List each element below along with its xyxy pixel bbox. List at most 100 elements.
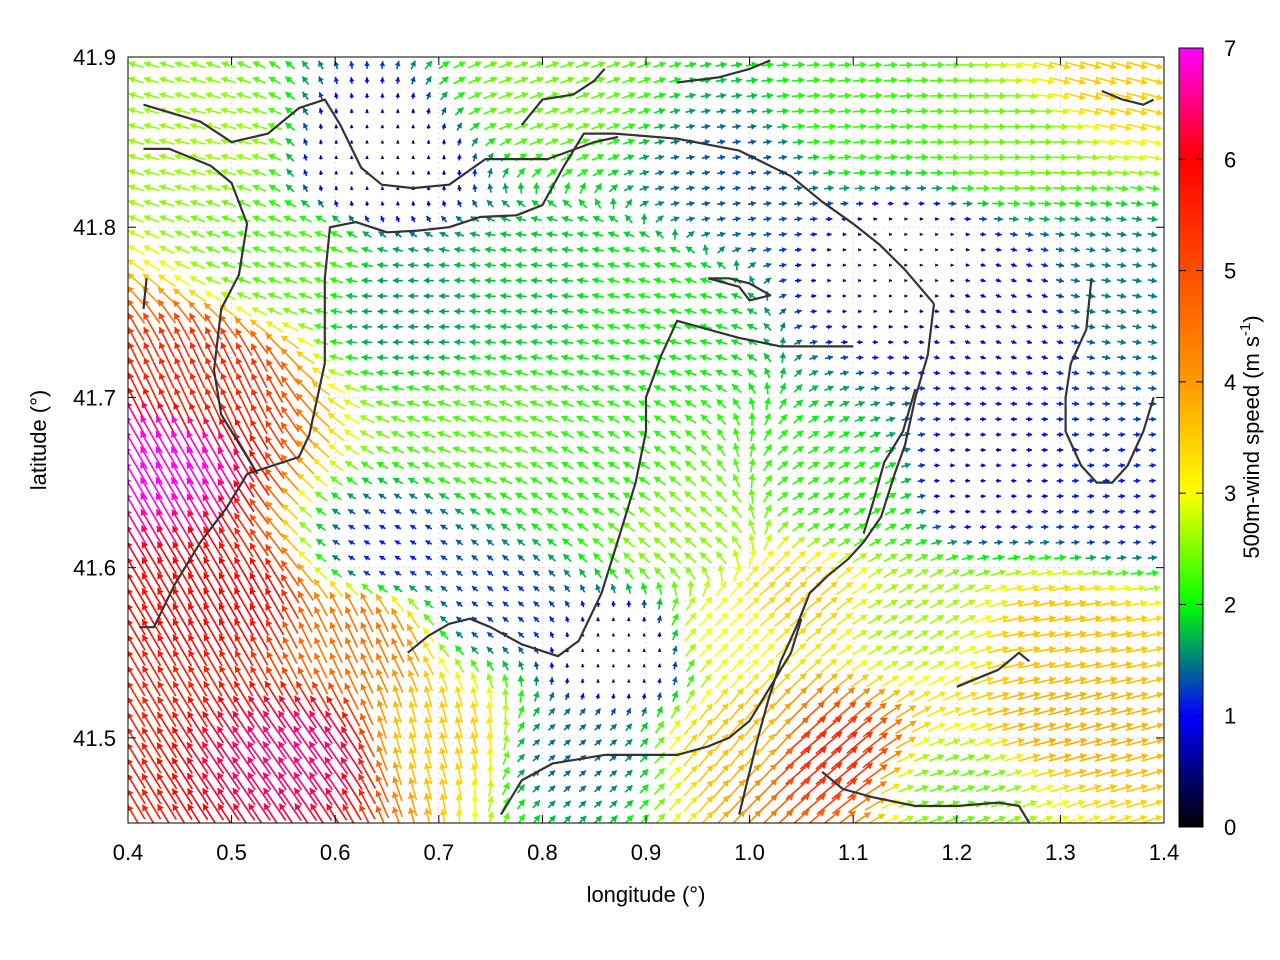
wind-vector-head bbox=[484, 292, 491, 300]
wind-vector bbox=[438, 292, 450, 300]
wind-vector bbox=[606, 91, 621, 100]
wind-vector-head bbox=[1139, 154, 1146, 162]
wind-vector bbox=[189, 122, 206, 130]
wind-vector-head bbox=[311, 381, 319, 389]
wind-vector bbox=[975, 92, 991, 100]
wind-vector bbox=[591, 277, 605, 285]
wind-vector bbox=[484, 338, 496, 346]
wind-vector bbox=[361, 338, 373, 346]
wind-vector-head bbox=[904, 339, 909, 345]
wind-vector-head bbox=[598, 107, 605, 115]
wind-vector-head bbox=[827, 263, 831, 268]
wind-vector-head bbox=[395, 93, 401, 98]
wind-vector bbox=[730, 338, 743, 346]
wind-vector bbox=[950, 278, 954, 283]
wind-vector bbox=[334, 108, 339, 114]
wind-vector-head bbox=[268, 153, 276, 161]
wind-vector bbox=[607, 246, 620, 254]
wind-vector bbox=[1067, 169, 1083, 177]
wind-vector bbox=[995, 354, 1002, 360]
wind-vector bbox=[284, 60, 296, 70]
wind-vector-head bbox=[285, 76, 293, 84]
wind-vector bbox=[1110, 61, 1133, 70]
wind-vector-head bbox=[220, 291, 228, 299]
wind-vector bbox=[1117, 400, 1126, 407]
wind-vector-head bbox=[582, 61, 590, 68]
wind-vector-head bbox=[968, 184, 975, 192]
wind-vector-head bbox=[829, 153, 836, 161]
wind-vector bbox=[1071, 323, 1080, 330]
wind-vector-head bbox=[423, 277, 430, 284]
wind-vector bbox=[902, 355, 910, 360]
wind-vector-head bbox=[318, 108, 324, 113]
wind-vector-head bbox=[622, 292, 630, 300]
wind-vector bbox=[281, 322, 299, 332]
wind-vector-head bbox=[567, 76, 575, 84]
wind-vector-head bbox=[332, 215, 339, 222]
wind-vector bbox=[174, 199, 190, 207]
wind-vector bbox=[1055, 246, 1065, 253]
wind-vector bbox=[251, 107, 267, 115]
wind-vector bbox=[545, 415, 559, 423]
wind-vector bbox=[235, 372, 252, 405]
wind-vector bbox=[359, 399, 375, 408]
wind-vector-head bbox=[395, 109, 400, 113]
wind-vector bbox=[251, 168, 267, 177]
wind-vector-head bbox=[875, 153, 882, 161]
wind-vector bbox=[221, 199, 236, 207]
wind-vector bbox=[838, 415, 850, 423]
wind-vector bbox=[1148, 369, 1157, 376]
wind-vector-head bbox=[1075, 200, 1082, 208]
wind-vector bbox=[901, 185, 911, 192]
wind-vector bbox=[590, 107, 606, 115]
wind-vector-head bbox=[842, 294, 847, 298]
wind-vector bbox=[189, 184, 206, 192]
wind-vector bbox=[158, 372, 175, 405]
wind-vector-head bbox=[364, 215, 370, 222]
wind-vector bbox=[453, 354, 466, 362]
wind-vector bbox=[747, 216, 757, 223]
wind-vector bbox=[408, 292, 419, 300]
wind-vector bbox=[795, 278, 802, 284]
wind-vector-head bbox=[798, 107, 805, 115]
wind-vector bbox=[623, 154, 635, 161]
wind-vector bbox=[1141, 61, 1164, 70]
wind-vector bbox=[1041, 354, 1048, 360]
wind-vector-head bbox=[627, 169, 634, 177]
wind-vector-head bbox=[268, 184, 276, 192]
wind-vector-head bbox=[812, 231, 817, 238]
wind-vector-head bbox=[515, 292, 522, 300]
wind-vector-head bbox=[969, 61, 976, 69]
wind-vector bbox=[343, 429, 360, 441]
wind-vector bbox=[653, 261, 666, 269]
wind-vector-head bbox=[1109, 123, 1117, 131]
wind-vector bbox=[1087, 401, 1095, 407]
wind-vector-head bbox=[950, 263, 954, 267]
wind-vector bbox=[1040, 246, 1049, 253]
wind-vector bbox=[668, 292, 682, 300]
wind-vector bbox=[516, 199, 526, 208]
wind-vector-head bbox=[425, 92, 431, 98]
wind-vector bbox=[380, 140, 385, 144]
wind-vector bbox=[944, 138, 960, 146]
wind-vector bbox=[699, 292, 712, 300]
wind-vector-head bbox=[1139, 139, 1147, 147]
wind-vector-head bbox=[658, 76, 666, 84]
wind-vector bbox=[575, 61, 590, 69]
wind-vector-head bbox=[904, 232, 908, 237]
wind-vector bbox=[561, 230, 573, 238]
wind-vector bbox=[1147, 246, 1158, 253]
wind-vector bbox=[529, 430, 544, 438]
wind-vector bbox=[189, 372, 206, 405]
wind-vector bbox=[1052, 123, 1068, 131]
wind-vector-head bbox=[221, 230, 229, 238]
wind-vector bbox=[514, 400, 528, 407]
wind-vector bbox=[763, 428, 772, 441]
wind-vector-head bbox=[935, 248, 939, 252]
wind-vector bbox=[747, 185, 757, 192]
wind-vector-head bbox=[423, 338, 430, 346]
wind-vector-head bbox=[143, 122, 151, 130]
wind-vector bbox=[606, 122, 621, 130]
wind-vector-head bbox=[984, 107, 991, 115]
wind-vector bbox=[919, 248, 923, 252]
